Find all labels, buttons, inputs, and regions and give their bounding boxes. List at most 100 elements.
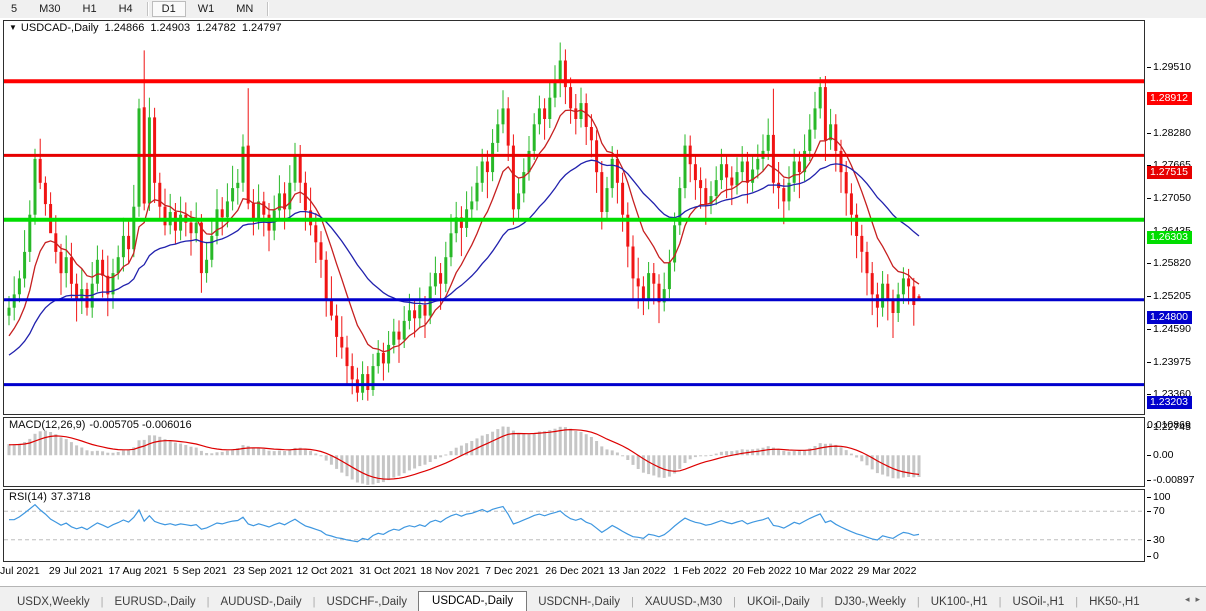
macd-histogram-bar [834, 444, 838, 456]
macd-histogram-bar [626, 455, 630, 460]
macd-histogram-bar [387, 455, 391, 481]
rsi-label: RSI(14) 37.3718 [9, 491, 91, 503]
tab-usdcad-[interactable]: USDCAD-,Daily [418, 591, 528, 611]
macd-histogram-bar [553, 428, 557, 456]
tab-usoil-[interactable]: USOil-,H1 [1012, 596, 1065, 608]
macd-histogram-bar [101, 451, 105, 456]
macd-histogram-bar [600, 446, 604, 456]
macd-histogram-bar [392, 455, 396, 478]
macd-histogram-bar [860, 455, 864, 462]
tick-mark [1147, 197, 1151, 199]
tab-usdcnh-[interactable]: USDCNH-,Daily [538, 596, 620, 608]
macd-histogram-bar [433, 455, 437, 460]
tab-separator: | [916, 596, 920, 608]
macd-histogram-bar [589, 437, 593, 456]
price-axis[interactable]: 1.295101.282801.276651.270501.264351.258… [1147, 18, 1206, 562]
macd-histogram-bar [470, 441, 474, 456]
macd-histogram-bar [293, 447, 297, 456]
tab-separator: | [1075, 596, 1079, 608]
macd-histogram-bar [12, 444, 16, 456]
macd-histogram-bar [132, 447, 136, 456]
macd-histogram-bar [179, 443, 183, 456]
tick-mark [1147, 510, 1151, 512]
macd-histogram-bar [699, 455, 703, 457]
tab-scroll-left-icon[interactable]: ◂ [1184, 594, 1190, 604]
macd-histogram-bar [324, 455, 328, 461]
macd-histogram-bar [797, 451, 801, 456]
symbol-tab-bar: USDX,Weekly | EURUSD-,Daily | AUDUSD-,Daily |… [0, 586, 1206, 611]
main-chart-pane[interactable]: ▼ USDCAD-,Daily 1.24866 1.24903 1.24782 1.247… [3, 20, 1145, 415]
time-axis[interactable]: 11 Jul 2021 29 Jul 2021 17 Aug 2021 5 Sep 2… [0, 562, 1147, 586]
tick-mark [1147, 361, 1151, 363]
tab-hk50-[interactable]: HK50-,H1 [1089, 596, 1140, 608]
macd-histogram-bar [766, 446, 770, 456]
tab-usdchf-[interactable]: USDCHF-,Daily [326, 596, 408, 608]
macd-histogram-bar [283, 451, 287, 456]
macd-histogram-bar [657, 455, 661, 478]
macd-histogram-bar [69, 442, 73, 456]
price-line-badge: 1.27515 [1147, 166, 1192, 179]
macd-histogram-bar [95, 450, 99, 456]
macd-histogram-bar [111, 452, 115, 456]
macd-histogram-bar [428, 455, 432, 462]
period-button-w1[interactable]: W1 [197, 3, 215, 15]
toolbar-separator [146, 2, 148, 16]
macd-histogram-bar [537, 431, 541, 456]
macd-histogram-bar [309, 451, 313, 456]
macd-histogram-bar [621, 455, 625, 457]
tab-separator: | [733, 596, 737, 608]
period-button-m30[interactable]: M30 [39, 3, 61, 15]
macd-histogram-bar [38, 431, 42, 456]
date-label: 7 Dec 2021 [485, 565, 539, 577]
macd-histogram-bar [423, 455, 427, 465]
timeframe-toolbar[interactable]: 5 M30 H1 H4 D1 W1 MN [0, 0, 1206, 19]
macd-histogram-bar [277, 450, 281, 456]
tick-mark [1147, 496, 1151, 498]
price-line-badge: 1.28912 [1147, 92, 1192, 105]
tab-xauusd-[interactable]: XAUUSD-,M30 [644, 596, 723, 608]
macd-histogram-bar [693, 455, 697, 458]
macd-histogram-bar [912, 455, 916, 478]
period-button-h1[interactable]: H1 [82, 3, 97, 15]
tab-eurusd-[interactable]: EURUSD-,Daily [114, 596, 196, 608]
tab-uk100-[interactable]: UK100-,H1 [930, 596, 988, 608]
symbol-dropdown-icon: ▼ [9, 23, 17, 32]
macd-histogram-bar [147, 435, 151, 456]
rsi-pane[interactable]: RSI(14) 37.3718 [3, 489, 1145, 562]
macd-histogram-bar [865, 455, 869, 466]
date-label: 23 Sep 2021 [233, 565, 293, 577]
macd-histogram-bar [413, 455, 417, 469]
tab-usdx[interactable]: USDX,Weekly [17, 596, 90, 608]
tab-ukoil-[interactable]: UKOil-,Daily [747, 596, 810, 608]
macd-pane[interactable]: MACD(12,26,9) -0.005705 -0.006016 [3, 417, 1145, 487]
toolbar-separator [267, 2, 269, 16]
tab-dj30-[interactable]: DJ30-,Weekly [834, 596, 906, 608]
period-button-d1[interactable]: D1 [151, 1, 186, 17]
period-button-h4[interactable]: H4 [118, 3, 133, 15]
date-label: 31 Oct 2021 [359, 565, 417, 577]
macd-histogram-bar [439, 455, 443, 458]
macd-histogram-bar [875, 455, 879, 474]
macd-histogram-bar [142, 439, 146, 456]
macd-histogram-bar [28, 438, 32, 456]
macd-histogram-bar [714, 453, 718, 456]
tab-audusd-[interactable]: AUDUSD-,Daily [220, 596, 302, 608]
macd-histogram-bar [735, 450, 739, 456]
chart-symbol-label: USDCAD-,Daily [20, 22, 99, 34]
macd-histogram-bar [610, 450, 614, 456]
macd-histogram-bar [376, 455, 380, 483]
tab-scroll-right-icon[interactable]: ▸ [1195, 594, 1200, 604]
chart-title: ▼ USDCAD-,Daily 1.24866 1.24903 1.24782 1.247… [9, 22, 282, 34]
macd-histogram-bar [719, 451, 723, 456]
macd-histogram-bar [615, 452, 619, 456]
macd-histogram-bar [678, 455, 682, 469]
macd-histogram-bar [64, 439, 68, 456]
macd-histogram-bar [444, 454, 448, 456]
period-button-5[interactable]: 5 [11, 3, 18, 15]
tick-mark [1147, 295, 1151, 297]
macd-histogram-bar [355, 455, 359, 483]
macd-histogram-bar [881, 455, 885, 475]
period-button-mn[interactable]: MN [236, 3, 254, 15]
tab-separator: | [206, 596, 210, 608]
